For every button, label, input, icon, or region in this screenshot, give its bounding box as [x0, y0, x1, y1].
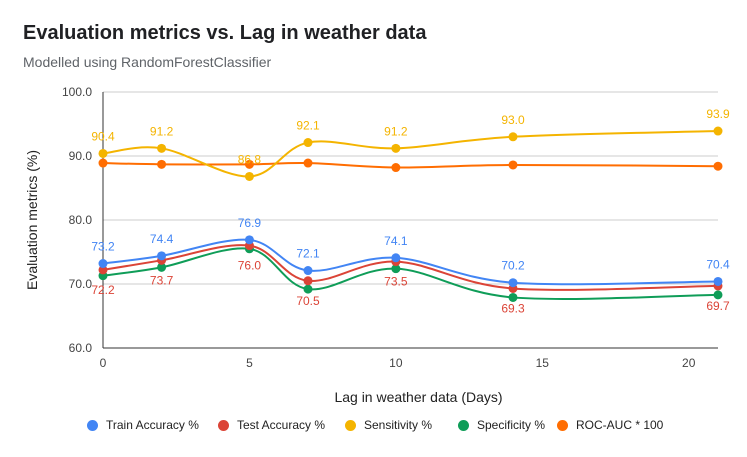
legend-label: Specificity %	[477, 418, 546, 432]
x-axis-title: Lag in weather data (Days)	[334, 389, 502, 405]
x-tick-label: 20	[682, 356, 696, 370]
series-line-specificity	[102, 247, 719, 300]
data-point-sensitivity	[303, 138, 313, 148]
data-label-test-accuracy: 73.7	[150, 273, 174, 287]
data-label-train-accuracy: 70.4	[706, 257, 730, 271]
data-point-sensitivity	[244, 171, 254, 181]
data-label-sensitivity: 93.9	[706, 107, 730, 121]
data-point-train-accuracy	[157, 251, 167, 261]
data-point-sensitivity	[508, 132, 518, 142]
data-label-sensitivity: 92.1	[296, 119, 320, 133]
data-point-specificity	[391, 264, 401, 274]
data-label-sensitivity: 91.2	[384, 124, 408, 138]
data-label-test-accuracy: 76.0	[238, 259, 262, 273]
data-point-test-accuracy	[98, 265, 108, 275]
data-point-sensitivity	[157, 143, 167, 153]
data-label-test-accuracy: 69.3	[501, 301, 525, 315]
y-tick-label: 100.0	[62, 85, 92, 99]
data-label-train-accuracy: 73.2	[91, 240, 115, 254]
data-point-roc-auc-100	[157, 159, 167, 169]
series-line-roc-auc-100	[102, 161, 719, 169]
data-point-train-accuracy	[244, 235, 254, 245]
data-point-specificity	[508, 292, 518, 302]
x-tick-label: 10	[389, 356, 403, 370]
data-point-train-accuracy	[98, 259, 108, 269]
data-point-sensitivity	[98, 148, 108, 158]
chart-title: Evaluation metrics vs. Lag in weather da…	[23, 22, 427, 44]
legend-item-roc-auc-100: ROC-AUC * 100	[557, 418, 663, 432]
legend-marker	[557, 419, 568, 431]
data-point-roc-auc-100	[713, 161, 723, 171]
legend-label: Test Accuracy %	[237, 418, 326, 432]
y-axis-title: Evaluation metrics (%)	[24, 150, 40, 290]
data-label-sensitivity: 93.0	[501, 113, 525, 127]
data-label-sensitivity: 90.4	[91, 129, 115, 143]
legend-item-train-accuracy: Train Accuracy %	[87, 418, 199, 432]
series-line-sensitivity	[102, 130, 719, 178]
data-point-roc-auc-100	[508, 160, 518, 170]
series-line-test-accuracy	[102, 244, 719, 291]
y-tick-label: 80.0	[69, 213, 93, 227]
legend-item-specificity: Specificity %	[458, 418, 545, 432]
legend-label: ROC-AUC * 100	[576, 418, 664, 432]
data-label-train-accuracy: 72.1	[296, 247, 320, 261]
y-tick-label: 60.0	[69, 341, 93, 355]
data-label-train-accuracy: 76.9	[238, 216, 262, 230]
data-label-test-accuracy: 73.5	[384, 275, 408, 289]
data-label-train-accuracy: 70.2	[501, 259, 525, 273]
y-tick-label: 70.0	[69, 277, 93, 291]
data-point-train-accuracy	[508, 278, 518, 288]
data-point-train-accuracy	[303, 266, 313, 276]
data-point-train-accuracy	[391, 253, 401, 263]
data-point-test-accuracy	[303, 276, 313, 286]
data-point-roc-auc-100	[303, 158, 313, 168]
data-label-sensitivity: 86.8	[238, 152, 262, 166]
data-label-train-accuracy: 74.4	[150, 232, 174, 246]
data-point-sensitivity	[713, 126, 723, 136]
data-point-roc-auc-100	[244, 159, 254, 169]
data-point-roc-auc-100	[391, 163, 401, 173]
legend-item-test-accuracy: Test Accuracy %	[218, 418, 325, 432]
chart-subtitle: Modelled using RandomForestClassifier	[23, 54, 272, 70]
data-point-specificity	[713, 290, 723, 300]
legend-marker	[345, 419, 356, 431]
x-tick-label: 0	[100, 356, 107, 370]
data-label-test-accuracy: 72.2	[91, 283, 115, 297]
chart-legend: Train Accuracy % Test Accuracy % Sensitivi…	[0, 418, 747, 438]
legend-marker	[218, 419, 229, 431]
data-point-roc-auc-100	[98, 158, 108, 168]
data-point-specificity	[157, 262, 167, 272]
data-label-test-accuracy: 69.7	[706, 299, 730, 313]
legend-item-sensitivity: Sensitivity %	[345, 418, 432, 432]
legend-label: Sensitivity %	[364, 418, 433, 432]
y-tick-label: 90.0	[69, 149, 93, 163]
legend-marker	[87, 419, 98, 431]
data-point-train-accuracy	[713, 276, 723, 286]
data-point-sensitivity	[391, 143, 401, 153]
series-line-train-accuracy	[102, 238, 719, 286]
line-chart: 60.0 70.0 80.0 90.0 100.0 0 5 10 15 20 Lag in weat…	[24, 85, 730, 405]
x-tick-label: 5	[246, 356, 253, 370]
legend-label: Train Accuracy %	[106, 418, 199, 432]
legend-marker	[458, 419, 469, 431]
data-label-test-accuracy: 70.5	[296, 294, 320, 308]
data-point-specificity	[303, 284, 313, 294]
data-label-sensitivity: 91.2	[150, 124, 174, 138]
data-label-train-accuracy: 74.1	[384, 234, 408, 248]
x-tick-label: 15	[536, 356, 550, 370]
